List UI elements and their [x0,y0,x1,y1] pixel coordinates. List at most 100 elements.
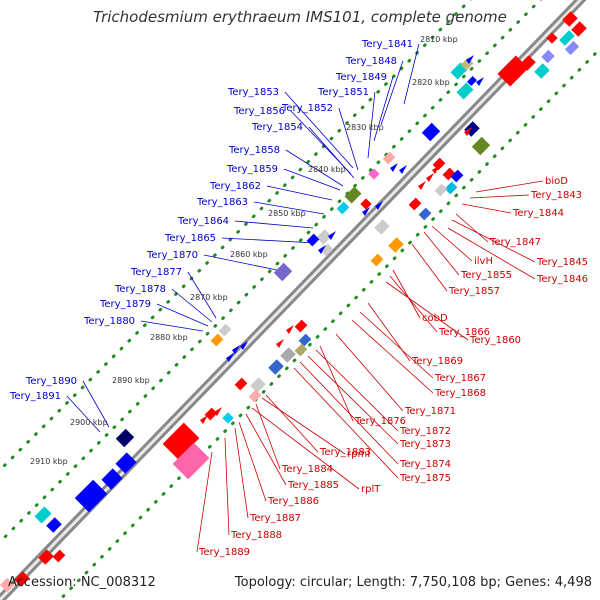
gene-block[interactable] [546,32,558,44]
reverse-gene-label[interactable]: Tery_1871 [404,406,456,417]
gene-block[interactable] [344,186,362,204]
reverse-gene-label[interactable]: rpmI [347,449,370,460]
gene-block[interactable] [320,243,334,257]
reverse-gene-label[interactable]: Tery_1845 [536,257,588,268]
forward-gene-label[interactable]: Tery_1859 [226,164,278,175]
forward-gene-label[interactable]: Tery_1853 [227,87,279,98]
gene-block[interactable] [115,428,135,448]
forward-gene-label[interactable]: Tery_1880 [83,316,135,327]
reverse-gene-label[interactable]: Tery_1843 [530,190,582,201]
reverse-gene-label[interactable]: Tery_1860 [469,335,521,346]
gene-block[interactable] [388,237,404,253]
gene-block[interactable] [101,468,123,490]
reverse-gene-label[interactable]: Tery_1886 [267,496,319,507]
reverse-gene-label[interactable]: Tery_1869 [411,356,463,367]
gene-block[interactable] [442,167,456,181]
forward-gene-label[interactable]: Tery_1862 [209,181,261,192]
gene-block[interactable] [360,198,372,210]
gene-block[interactable] [280,347,296,363]
reverse-gene-label[interactable]: rplT [361,484,381,495]
gene-block[interactable] [564,40,580,56]
reverse-gene-label[interactable]: ilvH [474,256,493,267]
reverse-gene-label[interactable]: Tery_1846 [536,274,588,285]
forward-gene-label[interactable]: Tery_1849 [335,72,387,83]
gene-block[interactable] [520,55,536,71]
forward-gene-label[interactable]: Tery_1854 [251,122,303,133]
reverse-gene-label[interactable]: Tery_1887 [249,513,301,524]
gene-block[interactable] [306,233,320,247]
reverse-gene-label[interactable]: Tery_1875 [399,473,451,484]
gene-block[interactable] [294,343,308,357]
gene-block[interactable] [467,76,477,86]
gene-block[interactable] [408,197,422,211]
gene-block[interactable] [382,151,396,165]
reverse-gene-label[interactable]: bioD [545,176,568,187]
reverse-gene-label[interactable]: Tery_1847 [489,237,541,248]
gene-block[interactable] [450,169,464,183]
reverse-gene-label[interactable]: Tery_1889 [198,547,250,558]
gene-block[interactable] [222,412,234,424]
reverse-gene-label[interactable]: Tery_1874 [399,459,451,470]
forward-gene-label[interactable]: Tery_1864 [177,216,229,227]
gene-block[interactable] [336,201,350,215]
gene-block[interactable] [248,389,262,403]
gene-block[interactable] [218,323,232,337]
forward-gene-label[interactable]: Tery_1856 [233,106,285,117]
gene-block[interactable] [74,479,108,513]
forward-gene-label[interactable]: Tery_1852 [281,103,333,114]
gene-block[interactable] [14,571,30,587]
gene-block[interactable] [46,517,62,533]
gene-block[interactable] [432,157,446,171]
forward-gene-label[interactable]: Tery_1841 [361,39,413,50]
forward-gene-label[interactable]: Tery_1877 [130,267,182,278]
gene-block[interactable] [162,422,200,460]
gene-block[interactable] [250,377,266,393]
forward-gene-label[interactable]: Tery_1865 [164,233,216,244]
gene-block[interactable] [370,253,384,267]
forward-gene-label[interactable]: Tery_1851 [317,87,369,98]
gene-block[interactable] [52,549,66,563]
reverse-gene-label[interactable]: Tery_1884 [281,464,333,475]
reverse-gene-label[interactable]: Tery_1872 [399,426,451,437]
gene-block[interactable] [418,207,432,221]
gene-block[interactable] [172,442,210,480]
gene-block[interactable] [204,407,218,421]
forward-gene-label[interactable]: Tery_1890 [25,376,77,387]
gene-block[interactable] [268,359,284,375]
forward-gene-label[interactable]: Tery_1863 [196,197,248,208]
gene-block[interactable] [571,21,587,37]
gene-block[interactable] [374,219,390,235]
forward-gene-label[interactable]: Tery_1879 [99,299,151,310]
gene-block[interactable] [559,30,575,46]
reverse-gene-label[interactable]: Tery_1873 [399,439,451,450]
gene-block[interactable] [294,319,308,333]
gene-block[interactable] [421,122,441,142]
forward-gene-label[interactable]: Tery_1870 [146,250,198,261]
reverse-gene-label[interactable]: Tery_1855 [460,270,512,281]
reverse-gene-label[interactable]: Tery_1876 [354,416,406,427]
reverse-gene-label[interactable]: Tery_1866 [438,327,490,338]
gene-block[interactable] [534,63,550,79]
gene-block[interactable] [434,183,448,197]
gene-block[interactable] [210,333,224,347]
gene-block[interactable] [115,452,137,474]
reverse-gene-label[interactable]: Tery_1883 [319,447,371,458]
gene-block[interactable] [316,229,332,245]
forward-gene-label[interactable]: Tery_1858 [228,145,280,156]
gene-block[interactable] [273,262,293,282]
reverse-gene-label[interactable]: Tery_1857 [448,286,500,297]
gene-block[interactable] [34,506,52,524]
gene-block[interactable] [456,82,474,100]
gene-block[interactable] [38,549,54,565]
gene-block[interactable] [541,49,555,64]
reverse-gene-label[interactable]: Tery_1885 [287,480,339,491]
forward-gene-label[interactable]: Tery_1878 [114,284,166,295]
reverse-gene-label[interactable]: Tery_1844 [512,208,564,219]
gene-block[interactable] [444,181,458,195]
forward-gene-label[interactable]: Tery_1891 [9,391,61,402]
gene-block[interactable] [471,136,491,156]
gene-block[interactable] [368,168,380,180]
gene-block[interactable] [562,11,578,27]
gene-block[interactable] [234,377,248,391]
reverse-gene-label[interactable]: Tery_1888 [230,530,282,541]
